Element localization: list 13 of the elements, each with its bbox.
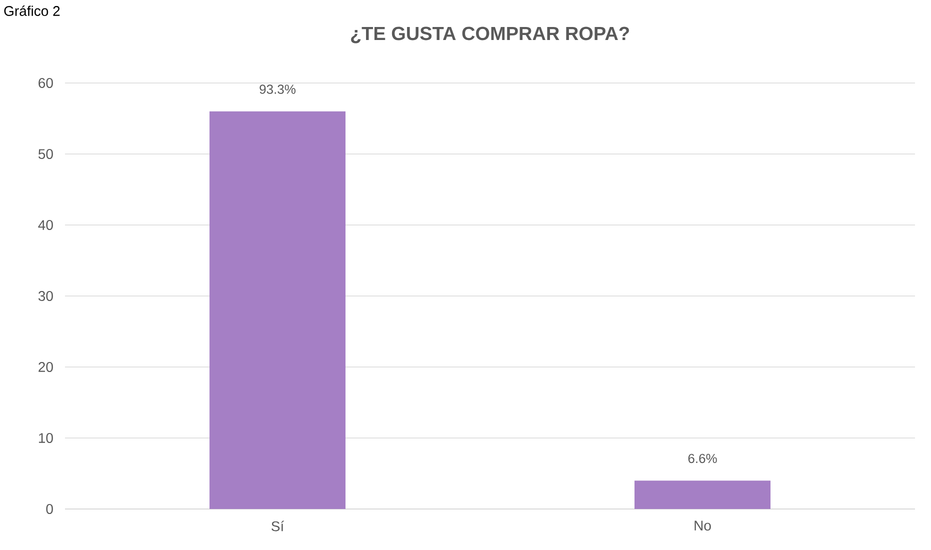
annotation: 93.3% bbox=[260, 84, 296, 94]
y-tick-label: 40 bbox=[38, 220, 53, 230]
chart-title: ¿TE GUSTA COMPRAR ROPA? bbox=[351, 26, 629, 44]
annotation: 6.6% bbox=[688, 454, 717, 464]
y-tick-label: 50 bbox=[38, 149, 53, 159]
y-tick-label: 20 bbox=[38, 362, 53, 372]
y-tick-label: 0 bbox=[46, 504, 53, 514]
text: Gráfico 2 bbox=[4, 6, 60, 16]
y-tick-label: 30 bbox=[38, 291, 53, 301]
x-tick-label: No bbox=[694, 520, 711, 531]
y-tick-label: 60 bbox=[38, 78, 53, 88]
x-tick-label: Sí bbox=[272, 520, 284, 532]
y-tick-label: 10 bbox=[38, 433, 53, 443]
